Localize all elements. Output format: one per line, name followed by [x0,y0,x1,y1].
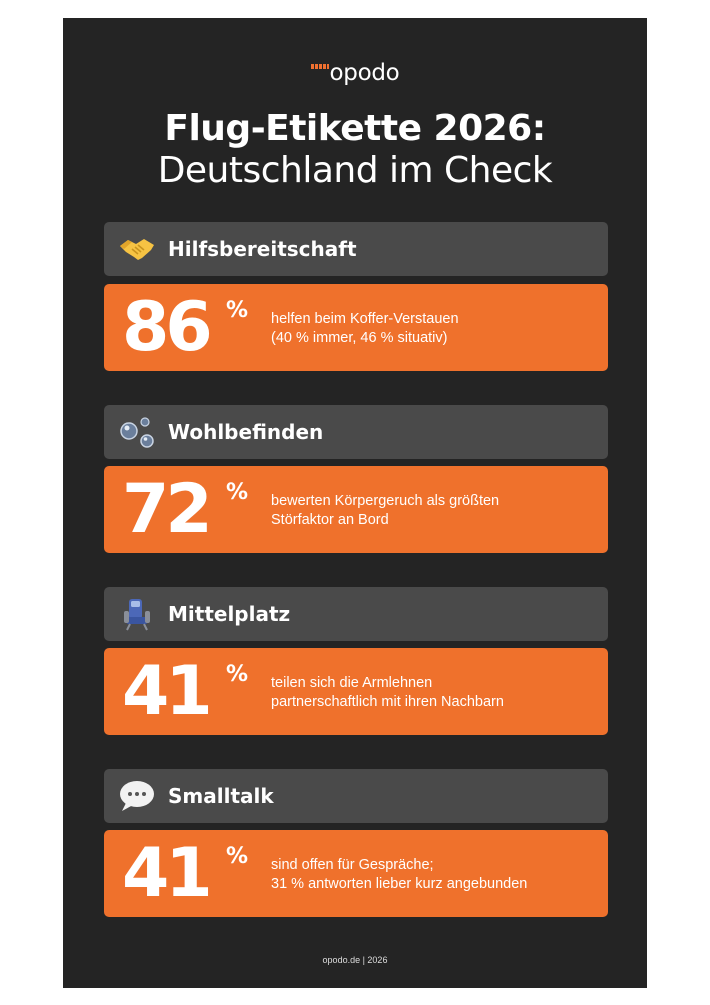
card-header-wohlbefinden: Wohlbefinden [104,405,608,459]
footer-text: opodo.de | 2026 [322,955,388,965]
card-header-smalltalk: Smalltalk [104,769,608,823]
stat-unit: % [226,844,249,869]
stat-description-line1: helfen beim Koffer-Verstauen [271,311,459,327]
speech-bubble-icon [120,781,154,811]
bubbles-icon [120,417,154,448]
handshake-icon [120,239,154,260]
stat-unit: % [226,480,249,505]
brand-logo: opodo [63,60,647,86]
stat-description: bewerten Körpergeruch als größten Störfa… [271,492,499,530]
stat-description-line2: Störfaktor an Bord [271,512,389,528]
stat-description-line1: teilen sich die Armlehnen [271,675,433,691]
stat-unit: % [226,662,249,687]
stat-card-wohlbefinden: 72 % bewerten Körpergeruch als größten S… [104,466,608,553]
card-label: Wohlbefinden [168,420,324,444]
stat-value: 72 [122,470,213,549]
stat-unit: % [226,298,249,323]
stat-value: 41 [122,652,213,731]
stat-description-line1: sind offen für Gespräche; [271,857,434,873]
infographic-poster: opodo Flug-Etikette 2026: Deutschland im… [63,18,647,988]
stat-description-line2: (40 % immer, 46 % situativ) [271,330,448,346]
card-label: Hilfsbereitschaft [168,237,357,261]
stat-card-smalltalk: 41 % sind offen für Gespräche; 31 % antw… [104,830,608,917]
stat-value: 41 [122,834,213,913]
card-label: Smalltalk [168,784,274,808]
card-header-mittelplatz: Mittelplatz [104,587,608,641]
stat-description-line2: partnerschaftlich mit ihren Nachbarn [271,694,504,710]
page-subtitle: Deutschland im Check [157,150,553,191]
seat-icon [124,599,150,631]
stat-description-line1: bewerten Körpergeruch als größten [271,493,500,509]
logo-dots-icon [310,64,329,69]
stat-value: 86 [122,288,213,367]
card-label: Mittelplatz [168,602,291,626]
stat-description: helfen beim Koffer-Verstauen (40 % immer… [271,310,459,348]
stat-description: teilen sich die Armlehnen partnerschaftl… [271,674,504,712]
stat-description: sind offen für Gespräche; 31 % antworten… [271,856,527,894]
stat-card-hilfsbereitschaft: 86 % helfen beim Koffer-Verstauen (40 % … [104,284,608,371]
page-title: Flug-Etikette 2026: [164,108,546,149]
card-header-hilfsbereitschaft: Hilfsbereitschaft [104,222,608,276]
stat-card-mittelplatz: 41 % teilen sich die Armlehnen partnersc… [104,648,608,735]
brand-name: opodo [329,60,400,86]
stat-description-line2: 31 % antworten lieber kurz angebunden [271,876,528,892]
